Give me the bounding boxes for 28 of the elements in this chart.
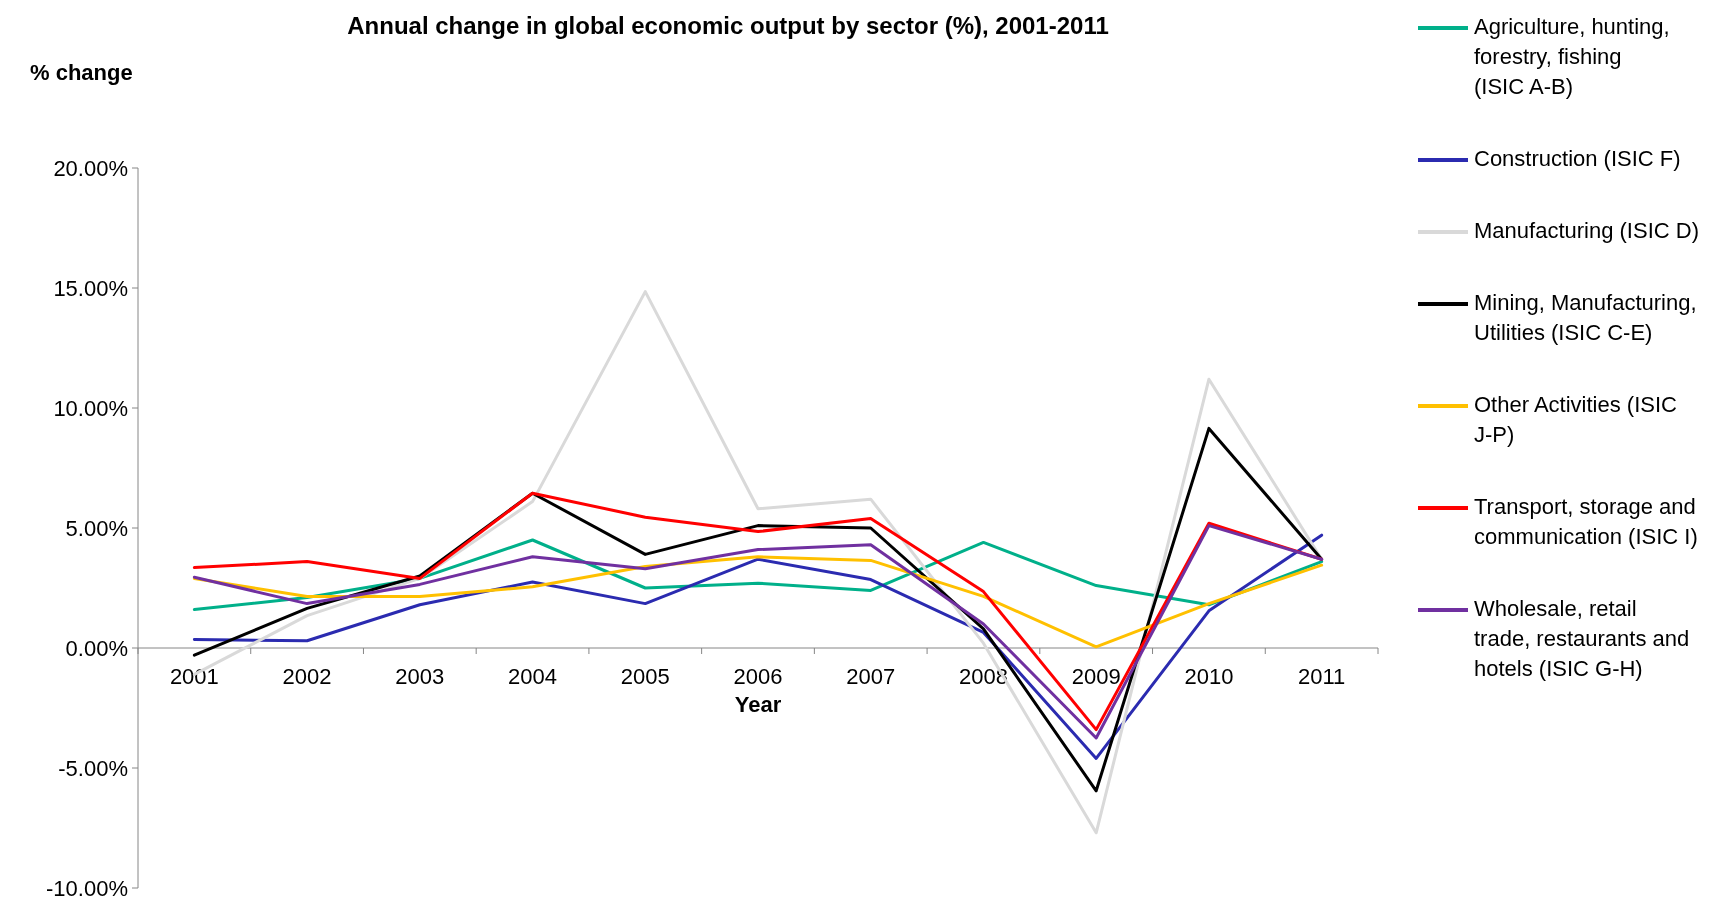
x-tick-label: 2011 [1297, 664, 1346, 689]
legend-label: Manufacturing (ISIC D) [1474, 217, 1699, 243]
x-tick-label: 2007 [846, 664, 896, 689]
legend-label: Mining, Manufacturing, Utilities (ISIC C-E) [1474, 289, 1697, 345]
x-tick-label: 2004 [508, 664, 558, 689]
legend-label: Transport, storage and communication (ISIC I) [1474, 493, 1698, 549]
y-tick-label: 10.00% [53, 395, 128, 421]
x-tick-label: 2008 [958, 664, 1008, 689]
chart-title: Annual change in global economic output by sector (%), 2001-2011 [347, 12, 1109, 39]
legend-label: Agriculture, hunting, forestry, fishing (ISIC A-B) [1474, 13, 1670, 99]
legend-label: Construction (ISIC F) [1474, 145, 1681, 171]
x-tick-label: 2001 [169, 664, 219, 689]
y-axis-title: % change [30, 60, 133, 85]
y-tick-label: 0.00% [65, 635, 128, 661]
x-tick-label: 2009 [1071, 664, 1121, 689]
x-tick-label: 2006 [733, 664, 783, 689]
y-tick-label: 20.00% [53, 155, 128, 181]
x-tick-label: 2005 [620, 664, 670, 689]
y-tick-label: -5.00% [58, 755, 128, 781]
x-tick-label: 2002 [282, 664, 332, 689]
legend-label: Wholesale, retail trade, restaurants and hotels (ISIC G-H) [1474, 595, 1690, 681]
legend-label: Other Activities (ISIC J-P) [1474, 391, 1678, 447]
x-axis-title: Year [734, 692, 782, 717]
y-tick-label: 15.00% [53, 275, 128, 301]
y-tick-label: -10.00% [46, 875, 128, 901]
y-tick-label: 5.00% [65, 515, 128, 541]
x-tick-label: 2003 [395, 664, 445, 689]
x-tick-label: 2010 [1184, 664, 1234, 689]
